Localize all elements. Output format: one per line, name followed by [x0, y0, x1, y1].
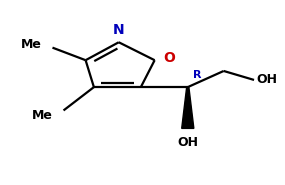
Text: OH: OH — [177, 136, 198, 149]
Polygon shape — [182, 87, 194, 128]
Text: N: N — [113, 23, 125, 37]
Text: R: R — [193, 70, 202, 80]
Text: Me: Me — [32, 109, 52, 122]
Text: OH: OH — [257, 73, 278, 85]
Text: O: O — [163, 51, 175, 65]
Text: Me: Me — [21, 38, 41, 51]
